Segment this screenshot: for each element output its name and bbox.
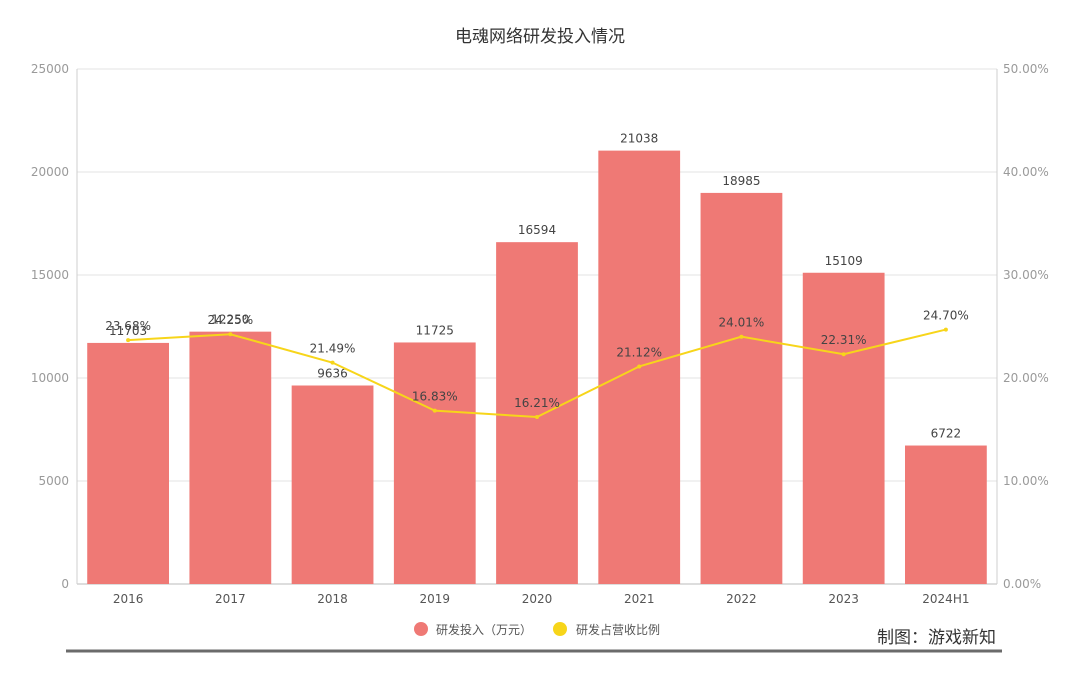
right-tick-label: 0.00%	[1003, 577, 1041, 591]
line-point[interactable]	[637, 364, 642, 369]
bar[interactable]	[905, 445, 987, 584]
line-value-label: 23.68%	[105, 319, 151, 333]
line-point[interactable]	[943, 327, 948, 332]
x-tick-label: 2019	[420, 592, 451, 606]
bar-value-label: 11725	[416, 323, 454, 337]
line-series: 23.68% 24.25% 21.49% 16.83% 16.21% 21.12% 24.0…	[105, 309, 969, 420]
right-tick-label: 10.00%	[1003, 474, 1049, 488]
x-tick-label: 2022	[726, 592, 757, 606]
bar-value-label: 16594	[518, 223, 556, 237]
x-tick-label: 2024H1	[922, 592, 969, 606]
line-point[interactable]	[228, 332, 233, 337]
bar-value-label: 18985	[722, 174, 760, 188]
line-point[interactable]	[330, 360, 335, 365]
left-tick-label: 15000	[31, 268, 69, 282]
bar[interactable]	[291, 385, 374, 584]
bar-series: 11703 12250 9636 11725 16594 21038 18985 15109 6…	[87, 132, 987, 585]
line-point[interactable]	[432, 408, 437, 413]
chart-title: 电魂网络研发投入情况	[455, 27, 625, 47]
line-point[interactable]	[126, 338, 131, 343]
bar[interactable]	[189, 331, 272, 584]
line-value-label: 16.83%	[412, 390, 458, 404]
legend-label: 研发投入（万元）	[436, 622, 532, 637]
legend[interactable]: 研发投入（万元） 研发占营收比例	[414, 622, 660, 637]
line-value-label: 24.01%	[719, 316, 765, 330]
bar[interactable]	[393, 342, 476, 584]
line-value-label: 22.31%	[821, 333, 867, 347]
bar[interactable]	[802, 272, 885, 584]
x-tick-label: 2021	[624, 592, 655, 606]
legend-item-rd-ratio[interactable]: 研发占营收比例	[553, 622, 660, 637]
x-tick-label: 2023	[828, 592, 859, 606]
x-tick-label: 2016	[113, 592, 144, 606]
x-tick-label: 2020	[522, 592, 553, 606]
line-value-label: 24.70%	[923, 309, 969, 323]
legend-marker	[553, 622, 567, 636]
x-tick-label: 2018	[317, 592, 348, 606]
line-value-label: 24.25%	[207, 313, 253, 327]
left-tick-label: 20000	[31, 165, 69, 179]
left-tick-label: 5000	[38, 474, 69, 488]
line-point[interactable]	[739, 334, 744, 339]
left-tick-label: 10000	[31, 371, 69, 385]
legend-marker	[414, 622, 428, 636]
bar-value-label: 9636	[317, 366, 348, 380]
credit-text: 制图：游戏新知	[877, 628, 996, 648]
right-tick-label: 40.00%	[1003, 165, 1049, 179]
left-tick-label: 0	[61, 577, 69, 591]
line-value-label: 21.49%	[310, 342, 356, 356]
line-point[interactable]	[841, 352, 846, 357]
line-point[interactable]	[535, 415, 539, 420]
line-value-label: 21.12%	[616, 345, 662, 359]
bar[interactable]	[87, 342, 169, 584]
line-value-label: 16.21%	[514, 396, 560, 410]
x-tick-label: 2017	[215, 592, 246, 606]
legend-label: 研发占营收比例	[576, 622, 660, 637]
bar-value-label: 11703	[109, 324, 147, 338]
legend-item-rd-investment[interactable]: 研发投入（万元）	[414, 622, 532, 637]
right-tick-label: 30.00%	[1003, 268, 1049, 282]
right-axis: 0.00% 10.00% 20.00% 30.00% 40.00% 50.00%	[996, 62, 1049, 591]
bar-value-label: 12250	[211, 313, 249, 327]
left-axis: 0 5000 10000 15000 20000 25000	[31, 62, 78, 591]
x-axis: 2016 2017 2018 2019 2020 2021 2022 2023 2024H1	[113, 592, 970, 606]
bar-value-label: 15109	[825, 254, 863, 268]
bar-value-label: 6722	[931, 427, 962, 441]
right-tick-label: 20.00%	[1003, 371, 1049, 385]
bar[interactable]	[496, 242, 578, 584]
left-tick-label: 25000	[31, 62, 69, 76]
bar[interactable]	[700, 192, 783, 584]
right-tick-label: 50.00%	[1003, 62, 1049, 76]
bar-value-label: 21038	[620, 132, 658, 146]
